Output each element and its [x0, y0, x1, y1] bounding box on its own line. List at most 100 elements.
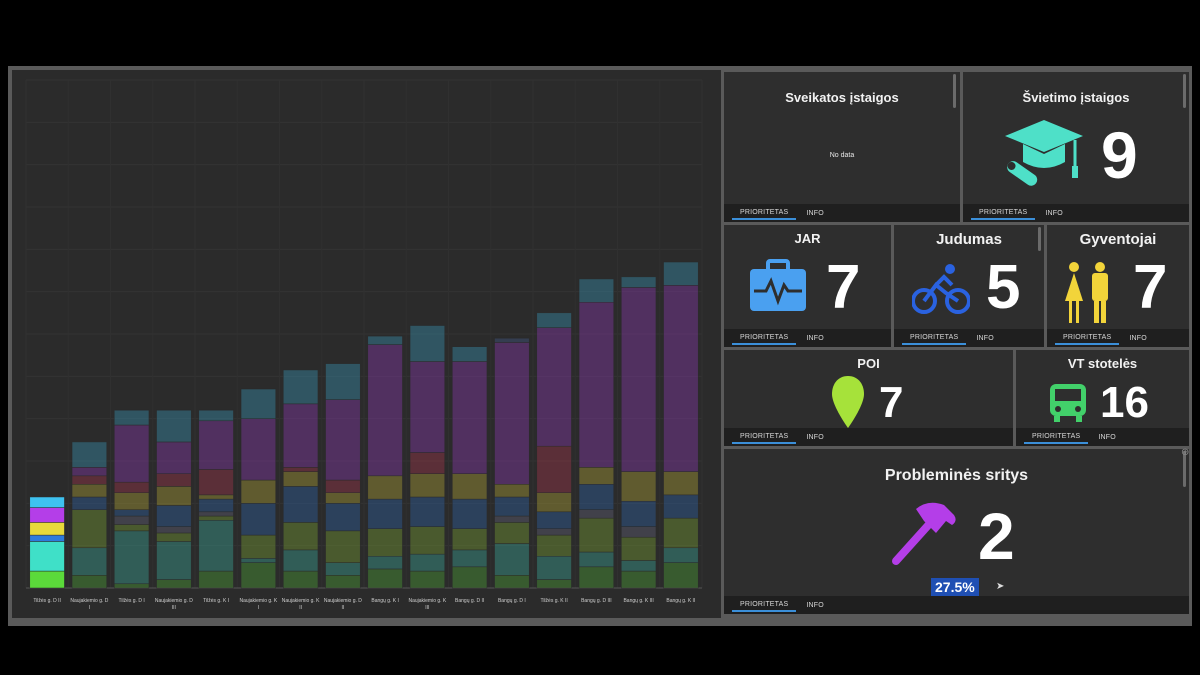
bar-segment-s1[interactable] [283, 570, 319, 589]
bar-segment-s2[interactable] [156, 541, 192, 580]
bar-segment-s7[interactable] [325, 479, 361, 493]
bar-segment-s8[interactable] [156, 441, 192, 474]
bar-segment-s4[interactable] [156, 526, 192, 534]
tab-prioritetas[interactable]: PRIORITETAS [1024, 430, 1089, 444]
bar-segment-s7[interactable] [71, 475, 107, 485]
bar-segment-s6[interactable] [198, 494, 234, 500]
bar-segment-s8[interactable] [29, 507, 65, 523]
bar-segment-s3[interactable] [71, 509, 107, 549]
bar-segment-s5[interactable] [240, 503, 276, 536]
bar-segment-s5[interactable] [621, 500, 657, 527]
tab-info[interactable]: INFO [976, 334, 994, 342]
bar-segment-s1[interactable] [198, 570, 234, 589]
bar-segment-s6[interactable] [325, 492, 361, 504]
bar-segment-s3[interactable] [240, 534, 276, 559]
bar-segment-s9[interactable] [621, 276, 657, 288]
bar-segment-s2[interactable] [198, 520, 234, 572]
bar-segment-s5[interactable] [29, 534, 65, 542]
bar-segment-s4[interactable] [578, 509, 614, 519]
bar-segment-s1[interactable] [452, 566, 488, 589]
bar-segment-s3[interactable] [156, 532, 192, 542]
bar-segment-s1[interactable] [621, 570, 657, 589]
bar-segment-s6[interactable] [578, 467, 614, 485]
bar-segment-s3[interactable] [536, 534, 572, 557]
bar-segment-s5[interactable] [409, 496, 445, 527]
bar-segment-s5[interactable] [494, 496, 530, 517]
bar-segment-s9[interactable] [536, 312, 572, 328]
bar-segment-s7[interactable] [536, 445, 572, 493]
bar-segment-s6[interactable] [114, 492, 150, 510]
scrollbar[interactable] [953, 74, 956, 108]
bar-segment-s9[interactable] [198, 409, 234, 422]
bar-segment-s6[interactable] [71, 484, 107, 498]
bar-segment-s5[interactable] [536, 511, 572, 529]
bar-segment-s1[interactable] [494, 575, 530, 589]
tab-info[interactable]: INFO [806, 601, 824, 609]
bar-segment-s5[interactable] [325, 503, 361, 532]
bar-segment-s5[interactable] [71, 496, 107, 510]
bar-segment-s1[interactable] [325, 575, 361, 589]
bar-segment-s4[interactable] [198, 511, 234, 517]
bar-segment-s10[interactable] [494, 337, 530, 343]
bar-segment-s7[interactable] [283, 467, 319, 472]
bar-segment-s1[interactable] [114, 583, 150, 589]
scrollbar[interactable] [1183, 451, 1186, 487]
bar-segment-s7[interactable] [409, 452, 445, 474]
bar-segment-s7[interactable] [114, 481, 150, 493]
bar-segment-s5[interactable] [663, 494, 699, 519]
bar-segment-s6[interactable] [409, 473, 445, 498]
bar-segment-s6[interactable] [621, 471, 657, 502]
bar-segment-s3[interactable] [283, 522, 319, 551]
bar-segment-s1[interactable] [663, 562, 699, 589]
tab-prioritetas[interactable]: PRIORITETAS [971, 206, 1036, 220]
bar-segment-s9[interactable] [283, 369, 319, 405]
bar-segment-s1[interactable] [240, 562, 276, 589]
bar-segment-s2[interactable] [494, 543, 530, 576]
bar-segment-s8[interactable] [367, 344, 403, 477]
tab-prioritetas[interactable]: PRIORITETAS [732, 206, 797, 220]
bar-segment-s5[interactable] [114, 509, 150, 517]
bar-segment-s1[interactable] [29, 570, 65, 589]
bar-segment-s2[interactable] [325, 562, 361, 576]
bar-segment-s3[interactable] [198, 515, 234, 521]
bar-segment-s2[interactable] [536, 556, 572, 580]
bar-segment-s9[interactable] [71, 441, 107, 468]
bar-segment-s8[interactable] [663, 285, 699, 472]
bar-segment-s9[interactable] [409, 325, 445, 362]
bar-segment-s2[interactable] [29, 541, 65, 572]
bar-segment-s2[interactable] [409, 553, 445, 572]
tab-prioritetas[interactable]: PRIORITETAS [1055, 331, 1120, 345]
bar-segment-s5[interactable] [283, 486, 319, 523]
bar-segment-s8[interactable] [283, 403, 319, 468]
bar-segment-s8[interactable] [409, 361, 445, 453]
bar-segment-s4[interactable] [621, 526, 657, 538]
bar-segment-s2[interactable] [621, 560, 657, 572]
bar-segment-s2[interactable] [283, 549, 319, 572]
bar-segment-s1[interactable] [409, 570, 445, 589]
tab-info[interactable]: INFO [1129, 334, 1147, 342]
bar-segment-s5[interactable] [198, 498, 234, 513]
bar-segment-s3[interactable] [367, 528, 403, 557]
bar-segment-s9[interactable] [29, 496, 65, 508]
bar-segment-s6[interactable] [367, 475, 403, 500]
bar-segment-s6[interactable] [536, 492, 572, 513]
bar-segment-s6[interactable] [452, 473, 488, 500]
bar-segment-s3[interactable] [325, 530, 361, 563]
bar-segment-s6[interactable] [29, 522, 65, 536]
bar-segment-s1[interactable] [156, 579, 192, 589]
bar-segment-s5[interactable] [156, 505, 192, 527]
bar-segment-s3[interactable] [621, 536, 657, 561]
bar-segment-s2[interactable] [71, 547, 107, 576]
bar-segment-s9[interactable] [367, 335, 403, 345]
bar-segment-s2[interactable] [578, 551, 614, 568]
bar-segment-s9[interactable] [325, 363, 361, 400]
bar-segment-s2[interactable] [663, 547, 699, 563]
bar-segment-s6[interactable] [240, 479, 276, 504]
bar-segment-s8[interactable] [578, 302, 614, 468]
bar-segment-s9[interactable] [156, 409, 192, 443]
bar-segment-s8[interactable] [114, 424, 150, 483]
bar-segment-s5[interactable] [367, 498, 403, 529]
bar-segment-s6[interactable] [283, 471, 319, 487]
tab-info[interactable]: INFO [806, 433, 824, 441]
tab-prioritetas[interactable]: PRIORITETAS [902, 331, 967, 345]
